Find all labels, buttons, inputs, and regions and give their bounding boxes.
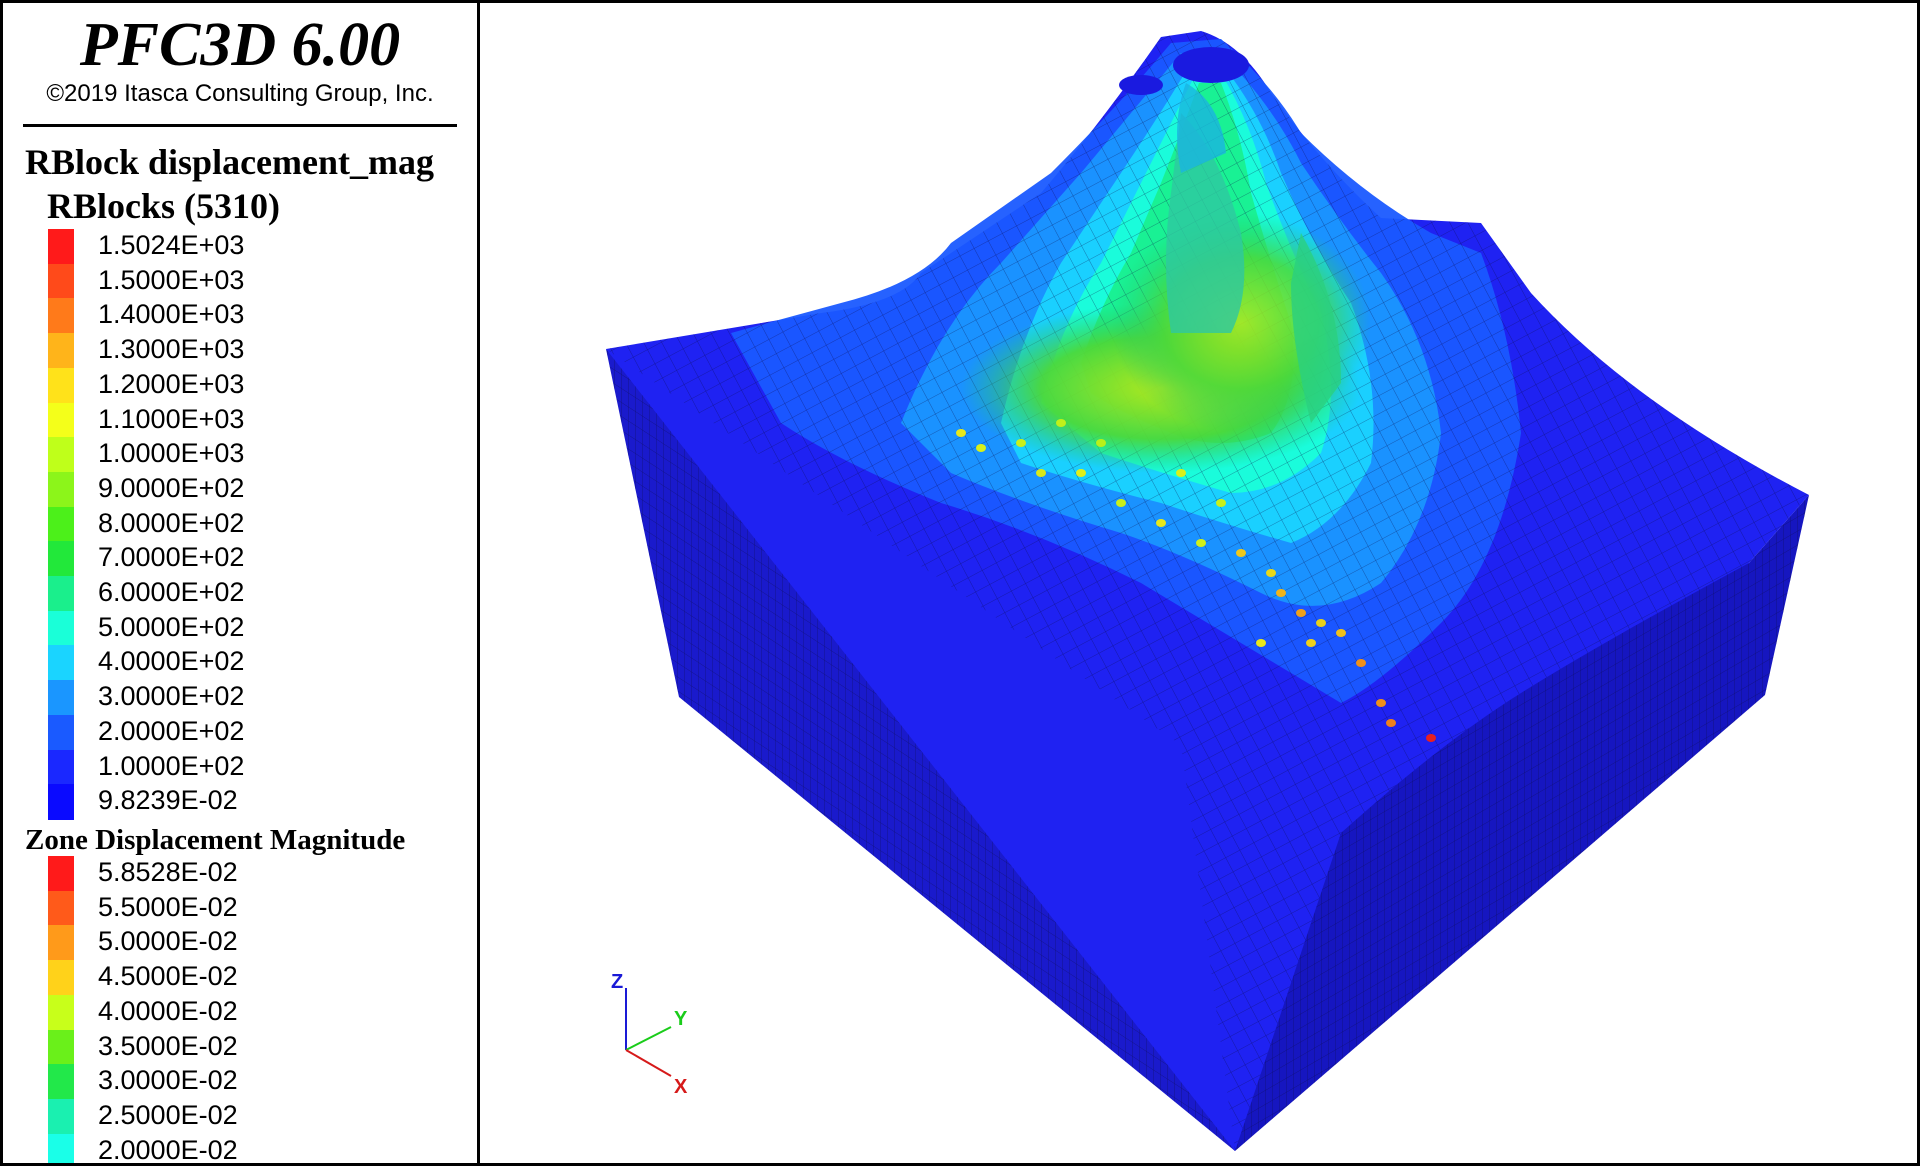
rblock-legend-label: 1.0000E+03 (98, 438, 245, 469)
zone-legend-swatch (48, 856, 74, 892)
rblock-fragment (1316, 619, 1326, 627)
rblock-fragment (976, 444, 986, 452)
rblock-legend-label: 2.0000E+02 (98, 715, 245, 746)
z-axis-label: Z (611, 971, 623, 993)
rblock-fragment (1306, 639, 1316, 647)
rblock-legend-label: 1.5000E+03 (98, 264, 245, 295)
rblock-legend-swatch (48, 645, 74, 682)
legend-panel: PFC3D 6.00 ©2019 Itasca Consulting Group… (3, 3, 480, 1163)
rblock-fragment (1016, 439, 1026, 447)
rblock-legend-swatch (48, 367, 74, 404)
zone-legend-label: 4.5000E-02 (98, 961, 238, 992)
rblock-fragment (1156, 519, 1166, 527)
rblock-fragment (956, 429, 966, 437)
rblock-legend-label: 1.4000E+03 (98, 299, 245, 330)
rblock-legend-swatch (48, 784, 74, 821)
rblock-legend-label: 1.5024E+03 (98, 230, 245, 260)
rblock-fragment (1076, 469, 1086, 477)
rblock-legend-swatch (48, 437, 74, 474)
model-render: Z Y X (606, 31, 1809, 1151)
rblock-legend-label: 8.0000E+02 (98, 507, 245, 538)
zone-legend-swatch (48, 1133, 74, 1163)
zone-legend-swatch (48, 1064, 74, 1101)
rblock-legend-swatch (48, 541, 74, 578)
rblock-fragment (1276, 589, 1286, 597)
rblock-legend-label: 9.8239E-02 (98, 785, 238, 816)
zone-legend-title: Zone Displacement Magnitude (25, 824, 406, 856)
rblock-fragment (1386, 719, 1396, 727)
rblock-fragment (1056, 419, 1066, 427)
rblock-legend-label: 3.0000E+02 (98, 681, 245, 712)
zone-legend-label: 5.5000E-02 (98, 891, 238, 922)
zone-legend-label: 2.0000E-02 (98, 1134, 238, 1163)
rblock-legend-label: 7.0000E+02 (98, 542, 245, 573)
zone-legend-label: 5.8528E-02 (98, 857, 238, 887)
rblock-fragment (1356, 659, 1366, 667)
axis-triad: Z Y X (611, 971, 688, 1098)
rblock-legend-swatch (48, 610, 74, 647)
rblock-fragment (1256, 639, 1266, 647)
rblock-legend-label: 1.0000E+02 (98, 750, 245, 781)
rblock-legend-label: 1.2000E+03 (98, 368, 245, 399)
rblock-fragment (1196, 539, 1206, 547)
y-axis-label: Y (674, 1008, 688, 1030)
rblock-legend-swatch (48, 298, 74, 335)
rblock-fragment (1176, 469, 1186, 477)
rblock-legend-swatch (48, 402, 74, 439)
rblock-legend-swatch (48, 229, 74, 265)
app-title: PFC3D 6.00 (79, 11, 401, 79)
zone-legend-label: 5.0000E-02 (98, 926, 238, 957)
legend-divider (23, 124, 457, 127)
rblock-fragment (1116, 499, 1126, 507)
rblock-legend-label: 5.0000E+02 (98, 611, 245, 642)
rblock-fragment (1336, 629, 1346, 637)
rblock-legend-swatch (48, 333, 74, 370)
rblock-legend-label: 6.0000E+02 (98, 577, 245, 607)
zone-legend-swatch (48, 1098, 74, 1135)
rblock-fragment (1296, 609, 1306, 617)
rblock-legend-label: 1.3000E+03 (98, 334, 245, 365)
rblock-legend-swatch (48, 576, 74, 612)
model-viewport[interactable]: Z Y X (481, 3, 1917, 1163)
zone-legend-label: 3.5000E-02 (98, 1030, 238, 1061)
rblock-legend-swatch (48, 749, 74, 786)
rblock-legend-swatch (48, 714, 74, 751)
rblock-fragment (1426, 734, 1436, 742)
rblock-legend-swatch (48, 471, 74, 508)
rblock-fragment (1036, 469, 1046, 477)
rblock-legend-swatch (48, 680, 74, 717)
zone-legend-swatch (48, 960, 74, 997)
rblock-legend-label: 4.0000E+02 (98, 646, 245, 677)
x-axis-label: X (674, 1076, 688, 1098)
zone-legend-label: 2.5000E-02 (98, 1099, 238, 1130)
zone-legend-label: 3.0000E-02 (98, 1065, 238, 1096)
rblock-legend-swatch (48, 506, 74, 543)
rblock-legend-subtitle: RBlocks (5310) (47, 186, 280, 226)
rblock-fragment (1236, 549, 1246, 557)
zone-legend-swatch (48, 925, 74, 962)
rblock-debris (956, 47, 1436, 742)
rblock-fragment (1096, 439, 1106, 447)
zone-legend-swatch (48, 994, 74, 1031)
zone-legend-swatch (48, 890, 74, 927)
rblock-legend-title: RBlock displacement_mag (25, 142, 434, 182)
zone-legend-swatch (48, 1029, 74, 1066)
rblock-fragment (1216, 499, 1226, 507)
rblock-legend-swatch (48, 263, 74, 300)
rblock-fragment (1266, 569, 1276, 577)
copyright-text: ©2019 Itasca Consulting Group, Inc. (46, 80, 434, 107)
zone-legend-label: 4.0000E-02 (98, 995, 238, 1026)
rblock-legend-label: 9.0000E+02 (98, 472, 245, 503)
rblock-legend-label: 1.1000E+03 (98, 403, 245, 434)
rblock-fragment (1376, 699, 1386, 707)
